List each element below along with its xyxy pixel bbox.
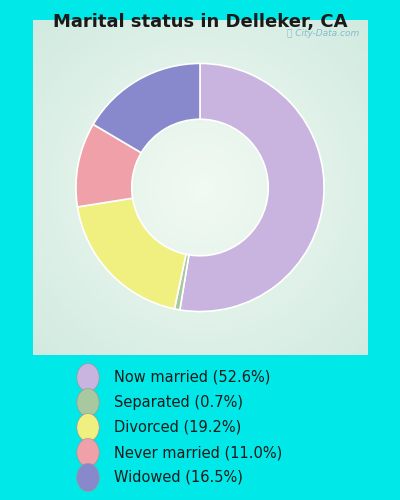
- Text: Separated (0.7%): Separated (0.7%): [114, 395, 243, 410]
- Text: Now married (52.6%): Now married (52.6%): [114, 370, 270, 385]
- Text: ⓘ City-Data.com: ⓘ City-Data.com: [286, 28, 359, 38]
- Wedge shape: [180, 64, 324, 312]
- Wedge shape: [78, 198, 186, 309]
- Text: Widowed (16.5%): Widowed (16.5%): [114, 470, 243, 485]
- Text: Marital status in Delleker, CA: Marital status in Delleker, CA: [53, 12, 347, 30]
- Text: Divorced (19.2%): Divorced (19.2%): [114, 420, 241, 435]
- Text: Never married (11.0%): Never married (11.0%): [114, 445, 282, 460]
- Wedge shape: [93, 64, 200, 153]
- Wedge shape: [174, 254, 189, 310]
- Wedge shape: [76, 124, 141, 207]
